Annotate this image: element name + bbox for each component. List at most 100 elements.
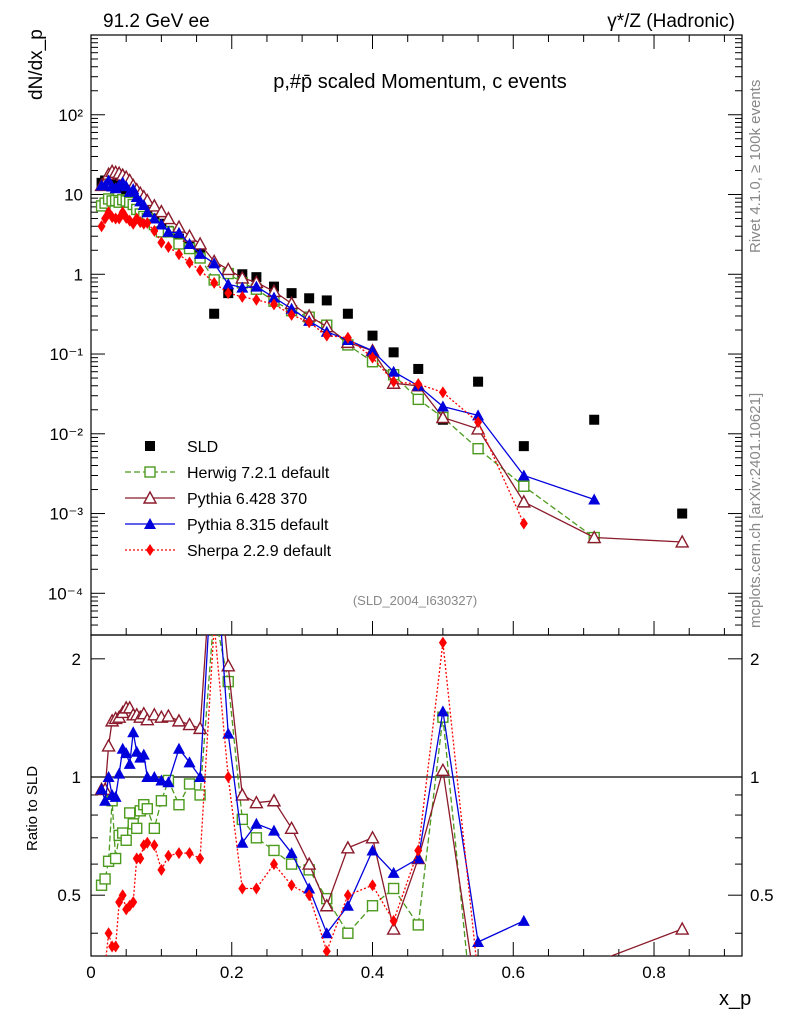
point-herwig-7-2-1-default [99, 873, 111, 885]
point-herwig-7-2-1-default [387, 882, 400, 895]
point-herwig-7-2-1-default [518, 480, 530, 492]
ratio-tick-label: 2 [72, 650, 81, 669]
point-pythia-6-428-370 [161, 211, 176, 225]
rivet-label: Rivet 4.1.0, ≥ 100k events [747, 80, 764, 253]
point-pythia-6-428-370 [435, 762, 451, 777]
point-sherpa-2-2-9-default [150, 224, 159, 237]
point-herwig-7-2-1-default [250, 832, 263, 844]
point-pythia-6-428-370 [192, 720, 208, 735]
point-pythia-6-428-370 [284, 820, 299, 835]
point-pythia-8-315-default [320, 927, 333, 939]
legend-entry: SLD [145, 439, 218, 456]
main-series [94, 163, 690, 548]
point-sherpa-2-2-9-default [196, 264, 205, 277]
point-pythia-8-315-default [123, 757, 136, 769]
point-herwig-7-2-1-default [268, 844, 280, 857]
series-pythia-6-428-370 [94, 635, 690, 1012]
legend-marker [146, 544, 154, 556]
point-pythia-8-315-default [102, 771, 115, 783]
point-sherpa-2-2-9-default [305, 889, 314, 902]
point-sherpa-2-2-9-default [196, 852, 205, 865]
point-herwig-7-2-1-default [236, 813, 249, 826]
point-sherpa-2-2-9-default [122, 211, 131, 224]
line-pythia-8-315-default [100, 635, 525, 943]
point-pythia-8-315-default [113, 767, 126, 779]
point-herwig-7-2-1-default [155, 795, 168, 807]
point-pythia-8-315-default [436, 705, 449, 717]
point-pythia-8-315-default [137, 748, 150, 760]
point-pythia-8-315-default [99, 794, 112, 806]
point-sherpa-2-2-9-default [115, 896, 124, 909]
point-pythia-8-315-default [236, 281, 249, 293]
point-pythia-6-428-370 [674, 921, 690, 935]
point-pythia-8-315-default [148, 212, 161, 224]
point-sherpa-2-2-9-default [143, 216, 152, 229]
point-herwig-7-2-1-default [412, 393, 424, 406]
point-herwig-7-2-1-default [183, 778, 196, 790]
point-herwig-7-2-1-default [148, 822, 161, 835]
point-sherpa-2-2-9-default [414, 844, 423, 857]
point-sld [518, 441, 529, 452]
x-tick-label: 0.8 [642, 963, 666, 982]
point-pythia-6-428-370 [147, 707, 162, 721]
series-pythia-8-315-default [95, 635, 530, 947]
point-sherpa-2-2-9-default [150, 839, 159, 852]
point-pythia-8-315-default [208, 257, 221, 269]
y-tick-label: 10⁻² [49, 425, 83, 444]
point-sherpa-2-2-9-default [389, 914, 398, 927]
point-pythia-6-428-370 [147, 198, 162, 212]
point-sherpa-2-2-9-default [118, 889, 127, 902]
y-tick-label: 10 [64, 186, 83, 205]
point-pythia-8-315-default [95, 783, 108, 795]
point-sld [589, 414, 600, 425]
point-pythia-6-428-370 [161, 708, 176, 722]
point-sherpa-2-2-9-default [174, 248, 183, 261]
point-pythia-6-428-370 [235, 787, 250, 801]
point-pythia-8-315-default [267, 291, 280, 303]
y-tick-label: 10⁻¹ [49, 345, 83, 364]
point-sld [304, 293, 315, 304]
point-sherpa-2-2-9-default [210, 619, 218, 631]
legend-marker [145, 441, 155, 451]
point-pythia-8-315-default [588, 493, 601, 505]
point-pythia-6-428-370 [266, 793, 282, 807]
point-pythia-6-428-370 [301, 856, 317, 870]
axes-ticks: 0 0.2 0.4 0.6 0.8 10⁻⁴ 10⁻³ 10⁻² 10⁻¹ 1 10 10² 0.5 0.… [48, 35, 774, 982]
point-sherpa-2-2-9-default [157, 236, 166, 249]
legend-label: Pythia 6.428 370 [187, 491, 307, 508]
point-sld [209, 308, 220, 319]
point-pythia-6-428-370 [587, 530, 602, 544]
point-pythia-8-315-default [183, 237, 196, 249]
point-pythia-8-315-default [472, 409, 485, 421]
legend-entry: Pythia 6.428 370 [125, 490, 307, 508]
point-pythia-8-315-default [109, 790, 122, 802]
legend-label: SLD [187, 439, 218, 456]
point-sherpa-2-2-9-default [322, 329, 331, 342]
point-pythia-8-315-default [155, 218, 168, 230]
point-pythia-6-428-370 [472, 1001, 484, 1012]
point-sherpa-2-2-9-default [210, 276, 219, 289]
point-pythia-8-315-default [366, 344, 379, 356]
legend-marker [142, 490, 158, 504]
point-sherpa-2-2-9-default [305, 316, 314, 329]
series-herwig-7-2-1-default [95, 193, 600, 544]
point-sherpa-2-2-9-default [269, 298, 278, 311]
point-pythia-8-315-default [127, 726, 140, 738]
point-sherpa-2-2-9-default [185, 256, 194, 269]
ratio-series [94, 619, 690, 1012]
header-process: γ*/Z (Hadronic) [607, 11, 735, 32]
point-sherpa-2-2-9-default [438, 636, 447, 649]
point-sherpa-2-2-9-default [368, 351, 377, 364]
point-pythia-8-315-default [412, 852, 425, 864]
point-sherpa-2-2-9-default [136, 852, 145, 865]
series-sherpa-2-2-9-default [97, 206, 528, 530]
point-sherpa-2-2-9-default [343, 331, 352, 344]
x-tick-label: 0 [86, 963, 95, 982]
legend-entry: Herwig 7.2.1 default [125, 465, 330, 482]
point-pythia-8-315-default [250, 817, 263, 829]
point-pythia-8-315-default [120, 747, 133, 759]
y-axis-title: dN/dx_p [26, 29, 47, 100]
plot-title: p,#p̄ scaled Momentum, c events [273, 71, 566, 93]
point-sld [342, 308, 353, 319]
